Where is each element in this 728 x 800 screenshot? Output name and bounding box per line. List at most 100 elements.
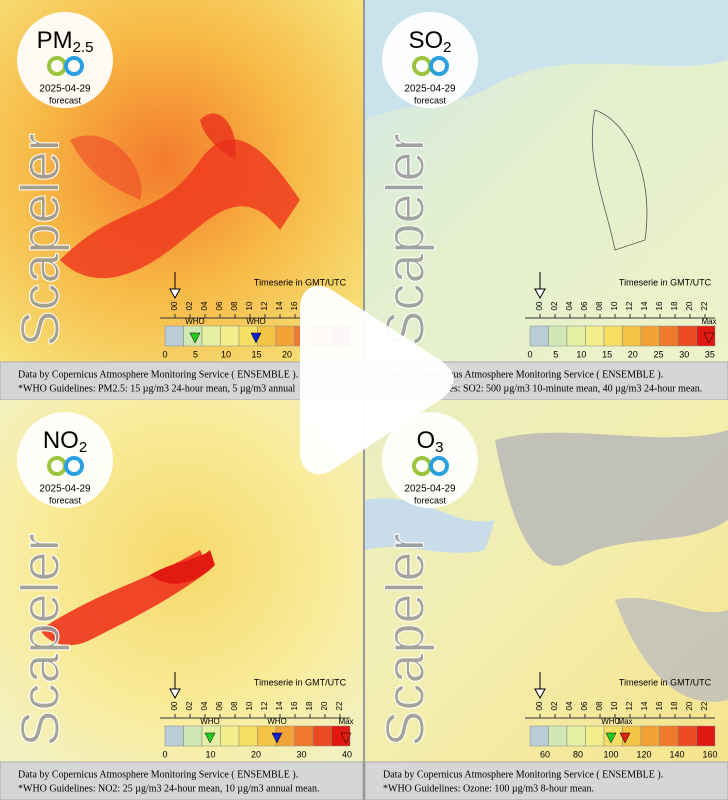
scale-label: 15 (251, 349, 261, 359)
scale-label: 160 (702, 749, 717, 759)
scale-segment (183, 725, 203, 747)
map-area (70, 135, 142, 200)
scale-segment (312, 725, 332, 747)
marker-label: WHO (185, 317, 205, 326)
scale-segment (548, 325, 568, 347)
brand: Scapeler (10, 533, 70, 746)
timeline-label: Timeserie in GMT/UTC (254, 277, 347, 287)
marker (204, 732, 216, 744)
marker (619, 732, 631, 744)
scale-segment (677, 725, 697, 747)
hour-label: 08 (230, 701, 239, 710)
pollutant-name: SO (408, 27, 443, 54)
hour-label: 16 (655, 701, 664, 710)
map-area (60, 139, 300, 279)
scale-label: 0 (162, 749, 167, 759)
arrow-head (169, 688, 181, 700)
scale-segment (529, 725, 549, 747)
hour-label: 08 (595, 701, 604, 710)
scale-segment (548, 725, 568, 747)
hour-label: 20 (685, 301, 694, 310)
date: 2025-04-29 (404, 84, 456, 95)
brand: Scapeler (375, 533, 435, 746)
scale-segment (220, 325, 240, 347)
scale-label: 140 (669, 749, 684, 759)
source-text: Data by Copernicus Atmosphere Monitoring… (18, 769, 298, 780)
border (591, 109, 648, 251)
hour-label: 22 (700, 701, 709, 710)
pollutant-name: O (416, 427, 435, 454)
scale-label: 20 (628, 349, 638, 359)
scale-label: 20 (282, 349, 292, 359)
guidelines-text: *WHO Guidelines: SO2: 500 µg/m3 10-minut… (383, 383, 702, 394)
pollutant-subscript: 3 (435, 439, 443, 456)
hour-label: 06 (215, 301, 224, 310)
hour-label: 10 (610, 701, 619, 710)
scale-label: 25 (653, 349, 663, 359)
source-text: Data by Copernicus Atmosphere Monitoring… (383, 769, 663, 780)
source-text: Data by Copernicus Atmosphere Monitoring… (18, 369, 298, 380)
scale-segment (201, 325, 221, 347)
hour-label: 18 (305, 701, 314, 710)
hour-label: 10 (245, 701, 254, 710)
map-area (365, 498, 495, 553)
hour-label: 04 (200, 301, 209, 310)
hour-label: 00 (535, 701, 544, 710)
date: 2025-04-29 (404, 484, 456, 495)
pollutant-name: PM (37, 27, 73, 54)
hour-label: 06 (580, 301, 589, 310)
scale-label: 30 (296, 749, 306, 759)
pollutant-subscript: 2 (79, 439, 87, 456)
hour-label: 00 (170, 701, 179, 710)
scale-label: 10 (205, 749, 215, 759)
scale-segment (640, 325, 660, 347)
scale-segment (585, 725, 605, 747)
timeline-label: Timeserie in GMT/UTC (254, 677, 347, 687)
hour-label: 14 (275, 301, 284, 310)
scale-segment (164, 725, 184, 747)
date: 2025-04-29 (39, 84, 91, 95)
pollutant-title: PM2.5 (37, 27, 94, 56)
brand: Scapeler (10, 133, 70, 346)
play-button[interactable] (300, 285, 454, 475)
scale-label: 30 (679, 349, 689, 359)
scale-segment (566, 725, 586, 747)
hour-label: 04 (565, 701, 574, 710)
date: 2025-04-29 (39, 484, 91, 495)
timeline-label: Timeserie in GMT/UTC (619, 277, 712, 287)
scale-segment (275, 325, 295, 347)
hour-label: 22 (335, 701, 344, 710)
scale-segment (677, 325, 697, 347)
hour-label: 14 (640, 701, 649, 710)
hour-label: 14 (275, 701, 284, 710)
panel: Data by Copernicus Atmosphere Monitoring… (365, 0, 728, 400)
marker-label: WHO (200, 717, 220, 726)
hour-label: 02 (185, 701, 194, 710)
map-area (615, 597, 728, 702)
hour-label: 10 (245, 301, 254, 310)
hour-label: 00 (170, 301, 179, 310)
pollutant-title: O3 (416, 427, 443, 456)
marker (703, 332, 715, 344)
hour-label: 16 (655, 301, 664, 310)
hour-label: 02 (185, 301, 194, 310)
pollutant-title: NO2 (43, 427, 87, 456)
scale-label: 0 (162, 349, 167, 359)
scale-label: 5 (193, 349, 198, 359)
scale-label: 0 (527, 349, 532, 359)
scale-segment (659, 725, 679, 747)
scale-label: 100 (603, 749, 618, 759)
scale-label: 80 (573, 749, 583, 759)
marker (605, 732, 617, 744)
hour-label: 06 (215, 701, 224, 710)
guidelines-text: *WHO Guidelines: NO2: 25 µg/m3 24-hour m… (18, 783, 319, 794)
marker (340, 732, 352, 744)
scale-segment (164, 325, 184, 347)
hour-label: 06 (580, 701, 589, 710)
marker-label: Max (701, 317, 716, 326)
marker-label: Max (617, 717, 632, 726)
scale-segment (566, 325, 586, 347)
hour-label: 22 (700, 301, 709, 310)
hour-label: 12 (625, 301, 634, 310)
